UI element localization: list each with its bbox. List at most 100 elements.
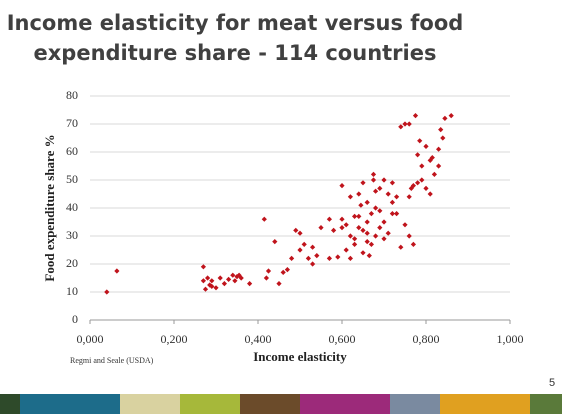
point [200, 278, 206, 284]
point [343, 222, 349, 228]
point [436, 163, 442, 169]
point [381, 177, 387, 183]
y-axis-label: Food expenditure share % [42, 134, 57, 281]
x-tick-label: 1,000 [497, 332, 524, 346]
point [373, 188, 379, 194]
point [427, 191, 433, 197]
point [326, 255, 332, 261]
point [360, 227, 366, 233]
point [408, 185, 414, 191]
point [410, 183, 416, 189]
point [339, 216, 345, 222]
point [368, 241, 374, 247]
point [423, 185, 429, 191]
point [406, 121, 412, 127]
point [415, 180, 421, 186]
point [347, 194, 353, 200]
point [209, 278, 215, 284]
point [347, 255, 353, 261]
point [232, 278, 238, 284]
point [356, 225, 362, 231]
point [377, 185, 383, 191]
point [389, 180, 395, 186]
point [364, 199, 370, 205]
point [272, 239, 278, 245]
point [230, 272, 236, 278]
point [263, 275, 269, 281]
y-tick-label: 80 [66, 88, 78, 102]
point [366, 253, 372, 259]
point [419, 163, 425, 169]
point [202, 286, 209, 292]
y-tick-label: 70 [66, 116, 78, 130]
point [442, 115, 448, 121]
point [373, 233, 379, 239]
point [213, 285, 219, 291]
point [394, 194, 400, 200]
point [326, 216, 332, 222]
x-tick-label: 0,800 [413, 332, 440, 346]
point [385, 191, 391, 197]
point [310, 261, 316, 267]
point [389, 199, 395, 205]
point [261, 216, 267, 222]
point [238, 275, 244, 281]
y-tick-label: 20 [66, 256, 78, 270]
y-tick-label: 50 [66, 172, 78, 186]
point [305, 255, 311, 261]
point [247, 281, 253, 287]
point [234, 274, 240, 280]
point [423, 143, 429, 149]
point [360, 180, 366, 186]
point [402, 121, 408, 127]
point [297, 230, 303, 236]
point [410, 241, 416, 247]
point [310, 244, 316, 250]
point [415, 152, 421, 158]
point [343, 247, 349, 253]
point [448, 113, 454, 119]
x-tick-label: 0,000 [77, 332, 104, 346]
point [368, 211, 374, 217]
point [398, 124, 404, 130]
point [370, 177, 377, 183]
point [364, 230, 370, 236]
page-number: 5 [549, 377, 555, 389]
point [352, 213, 358, 219]
point [370, 171, 377, 177]
y-tick-label: 10 [66, 284, 78, 298]
y-tick-label: 60 [66, 144, 78, 158]
point [352, 236, 358, 242]
point [412, 113, 419, 119]
point [360, 250, 366, 256]
point [221, 281, 227, 287]
point [200, 264, 206, 270]
point [358, 202, 364, 208]
x-tick-label: 0,400 [245, 332, 272, 346]
point [440, 135, 446, 141]
point [289, 255, 295, 261]
point [314, 253, 320, 259]
point [377, 225, 383, 231]
point [373, 205, 379, 211]
point [339, 225, 345, 231]
point [339, 183, 345, 189]
point [280, 269, 286, 275]
x-tick-label: 0,200 [161, 332, 188, 346]
y-tick-label: 30 [66, 228, 78, 242]
point [356, 213, 362, 219]
point [226, 276, 232, 282]
point [114, 268, 120, 274]
point [377, 208, 383, 214]
x-axis-label: Income elasticity [253, 349, 347, 364]
point [297, 247, 303, 253]
title-line: Income elasticity for meat versus food [7, 11, 464, 35]
point [205, 275, 211, 281]
point [276, 281, 282, 287]
point [398, 244, 404, 250]
point [265, 268, 272, 274]
point [347, 233, 353, 239]
point [284, 267, 290, 273]
